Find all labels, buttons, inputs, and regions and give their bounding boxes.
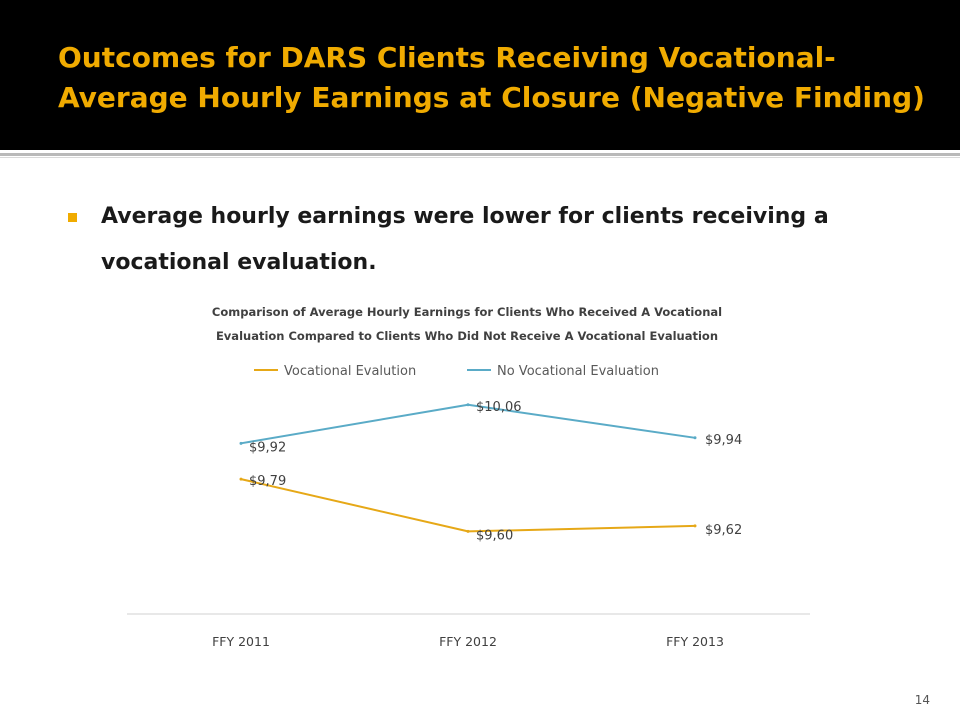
data-label-2-1: $9,92 xyxy=(249,440,286,455)
title-divider xyxy=(0,153,960,156)
title-divider-thin xyxy=(0,157,960,158)
data-label-2-2: $10,06 xyxy=(476,400,522,415)
page-number: 14 xyxy=(914,693,930,707)
legend-label-1: Vocational Evalution xyxy=(284,364,416,379)
bullet-square-icon xyxy=(68,213,77,222)
chart-title-line-1: Comparison of Average Hourly Earnings fo… xyxy=(212,305,722,319)
data-point-1-1 xyxy=(239,477,243,481)
slide-title: Outcomes for DARS Clients Receiving Voca… xyxy=(58,41,925,114)
chart-legend: Vocational Evalution No Vocational Evalua… xyxy=(254,364,659,379)
series-line-2 xyxy=(240,403,696,445)
legend-label-2: No Vocational Evaluation xyxy=(497,364,659,379)
chart-title-line-2: Evaluation Compared to Clients Who Did N… xyxy=(216,329,718,343)
data-point-2-1 xyxy=(239,441,243,445)
series-line-1 xyxy=(240,478,696,533)
data-label-1-3: $9,62 xyxy=(705,523,742,538)
data-point-1-3 xyxy=(693,524,697,528)
x-axis-ticks: FFY 2011 FFY 2012 FFY 2013 xyxy=(212,634,724,649)
data-point-1-2 xyxy=(466,529,470,533)
data-label-2-3: $9,94 xyxy=(705,433,742,448)
data-point-2-2 xyxy=(466,403,470,407)
plot-area: $9,79 $9,60 $9,62 $9,92 $10,06 $9,94 xyxy=(239,400,742,543)
x-tick-label: FFY 2013 xyxy=(666,634,724,649)
title-bar xyxy=(0,0,960,150)
data-point-2-3 xyxy=(693,436,697,440)
x-tick-label: FFY 2011 xyxy=(212,634,270,649)
data-label-1-1: $9,79 xyxy=(249,474,286,489)
bullet-text: Average hourly earnings were lower for c… xyxy=(101,204,829,275)
data-label-1-2: $9,60 xyxy=(476,528,513,543)
x-tick-label: FFY 2012 xyxy=(439,634,497,649)
